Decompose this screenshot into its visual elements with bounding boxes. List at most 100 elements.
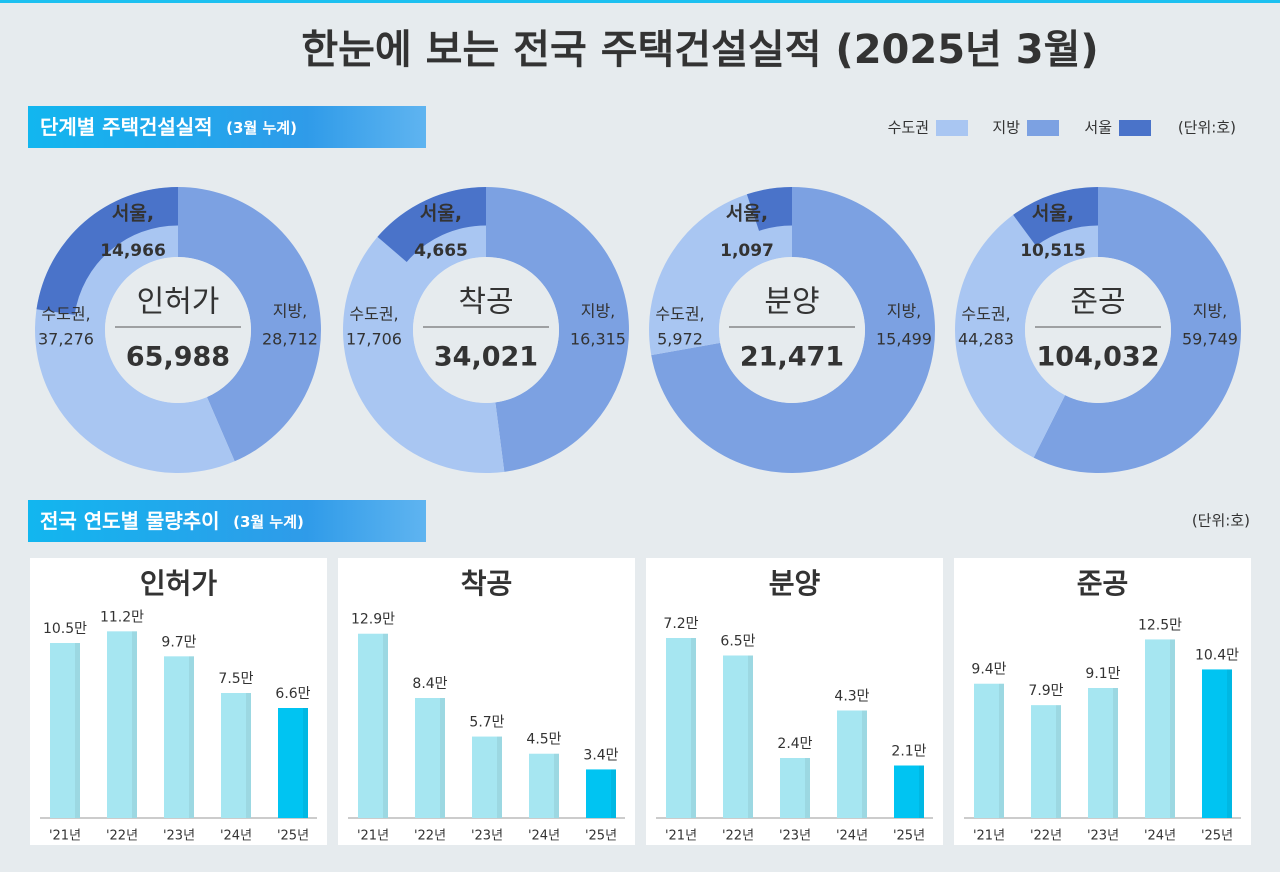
x-tick-label: '25년 [277,829,309,844]
value-label: 3.4만 [583,747,618,763]
segment-label: 서울, [112,203,154,225]
segment-value: 10,515 [1020,241,1086,261]
value-label: 10.4만 [1195,647,1239,663]
section-title: 전국 연도별 물량추이 (3월 누계) [40,509,304,533]
bar [666,638,696,818]
segment-label: 지방, [1193,302,1228,321]
donut-segment [342,187,505,473]
value-label: 4.5만 [526,732,561,748]
bar-edge [691,638,696,818]
bar-edge [862,710,867,818]
legend-swatch [1027,120,1059,136]
segment-value: 1,097 [720,241,774,261]
legend-label: 지방 [992,119,1020,137]
x-tick-label: '24년 [836,829,868,844]
value-label: 9.7만 [161,634,196,650]
bar [780,758,810,818]
bar-edge [805,758,810,818]
value-label: 11.2만 [100,609,144,625]
bar [107,631,137,818]
donut-segment [649,187,792,356]
bar [894,765,924,818]
donut-center [105,257,251,403]
bar-edge [1170,639,1175,818]
x-tick-label: '21년 [973,829,1005,844]
value-label: 2.1만 [891,744,926,760]
bar [164,656,194,818]
bar [974,683,1004,818]
section-title-text: 전국 연도별 물량추이 [40,509,220,533]
segment-label: 서울, [726,203,768,225]
legend-label: 수도권 [888,119,929,137]
value-label: 8.4만 [412,676,447,692]
donut-segment [954,187,1098,458]
bar-edge [383,633,388,818]
bar [1088,688,1118,818]
x-tick-label: '22년 [414,829,446,844]
bar-edge [999,683,1004,818]
segment-value: 16,315 [570,330,626,349]
donut-center [719,257,865,403]
x-tick-label: '25년 [585,829,617,844]
bar [221,693,251,818]
value-label: 10.5만 [43,621,87,637]
bar-edge [1113,688,1118,818]
section-header [28,500,426,542]
segment-value: 17,706 [346,330,402,349]
value-label: 5.7만 [469,715,504,731]
bar [278,708,308,818]
bar [1031,705,1061,818]
x-tick-label: '21년 [357,829,389,844]
donut-total: 65,988 [126,342,230,373]
x-tick-label: '23년 [779,829,811,844]
segment-label: 서울, [1032,203,1074,225]
x-tick-label: '25년 [1201,829,1233,844]
section-title: 단계별 주택건설실적 (3월 누계) [40,115,297,139]
segment-value: 37,276 [38,330,94,349]
x-tick-label: '24년 [220,829,252,844]
segment-label: 지방, [581,302,616,321]
segment-label: 지방, [273,302,308,321]
donut-segment [1033,187,1241,473]
segment-value: 4,665 [414,241,468,261]
bar-edge [1056,705,1061,818]
segment-value: 59,749 [1182,330,1238,349]
value-label: 12.9만 [351,612,395,628]
value-label: 9.4만 [971,662,1006,678]
donut-segment [178,187,321,462]
bar-edge [75,643,80,818]
section-header [28,106,426,148]
value-label: 6.5만 [720,634,755,650]
donut-title: 준공 [1070,285,1125,320]
top-rule [0,0,1280,3]
legend-swatch [936,120,968,136]
page-title: 한눈에 보는 전국 주택건설실적 (2025년 3월) [301,27,1098,73]
bar [50,643,80,818]
bar-edge [554,753,559,818]
segment-label: 지방, [887,302,922,321]
x-tick-label: '21년 [665,829,697,844]
bar-edge [189,656,194,818]
segment-label: 서울, [420,203,462,225]
bar [837,710,867,818]
x-tick-label: '21년 [49,829,81,844]
bar-edge [611,769,616,818]
donut-segment [651,187,935,474]
segment-label: 수도권, [349,305,398,324]
legend-swatch [1119,120,1151,136]
bar [1145,639,1175,818]
donut-title: 착공 [458,285,513,320]
section-note: (3월 누계) [233,513,304,531]
x-tick-label: '23년 [163,829,195,844]
donut-title: 분양 [764,285,819,320]
donut-title: 인허가 [137,285,220,320]
bar-edge [748,655,753,818]
value-label: 6.6만 [275,686,310,702]
donut-total: 21,471 [740,342,844,373]
section-title-text: 단계별 주택건설실적 [40,115,213,139]
donut-segment [746,187,792,231]
unit-label: (단위:호) [1192,512,1250,530]
panel-title: 준공 [1077,567,1129,600]
segment-value: 15,499 [876,330,932,349]
